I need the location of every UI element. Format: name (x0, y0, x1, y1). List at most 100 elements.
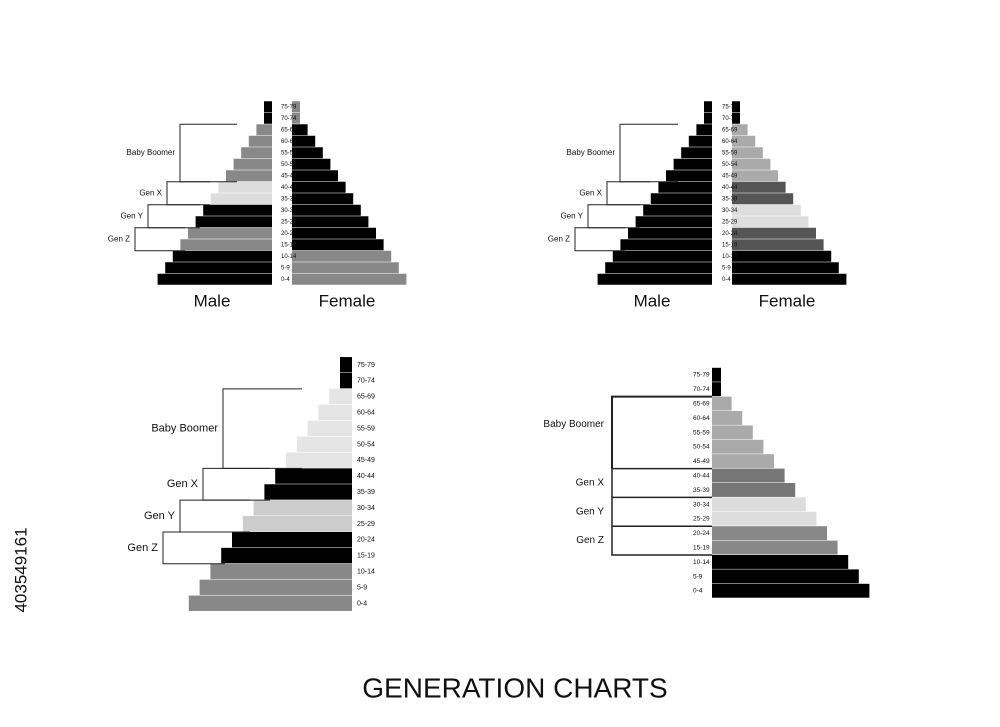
age-label: 15-19 (722, 243, 738, 249)
bar-male (264, 484, 352, 500)
age-label: 70-74 (693, 386, 710, 393)
age-label: 15-19 (281, 243, 297, 249)
bar-male (340, 357, 352, 373)
bar-male (318, 404, 352, 421)
age-label: 50-54 (693, 444, 710, 451)
bar-male (673, 158, 712, 170)
age-label: 5-9 (281, 266, 290, 272)
bracket (611, 467, 712, 498)
bar-male (666, 170, 712, 182)
age-label: 10-14 (722, 254, 738, 260)
age-label: 40-44 (722, 185, 738, 191)
bar-female (292, 112, 300, 124)
bar-female (712, 425, 753, 440)
age-label: 40-44 (693, 473, 710, 480)
age-label: 30-34 (693, 501, 710, 508)
age-label: 45-49 (693, 458, 710, 465)
bar-male (203, 204, 272, 216)
bar-male (681, 147, 712, 159)
bar-female (732, 193, 794, 205)
generation-label: Baby Boomer (151, 423, 218, 435)
bar-female (712, 569, 859, 584)
bar-male (233, 158, 272, 170)
age-label: 35-39 (281, 197, 297, 203)
bar-female (292, 204, 361, 216)
age-label: 20-24 (722, 231, 738, 237)
age-label: 50-54 (722, 162, 738, 168)
bar-female (712, 497, 806, 512)
generation-label: Gen Z (108, 234, 130, 243)
bar-female (732, 124, 748, 136)
age-label: 40-44 (357, 473, 375, 480)
bracket (587, 204, 640, 229)
bar-female (292, 181, 346, 193)
bar-male (242, 516, 352, 532)
bar-female (712, 411, 743, 425)
age-label: 30-34 (357, 505, 375, 512)
bar-male (307, 420, 352, 437)
age-label: 25-29 (722, 220, 738, 226)
bar-female (712, 439, 764, 454)
generation-label: Baby Boomer (567, 148, 616, 157)
age-label: 60-64 (357, 410, 375, 417)
page-title: GENERATION CHARTS (362, 672, 667, 703)
age-label: 60-64 (281, 139, 297, 145)
bar-male (620, 239, 712, 251)
age-label: 65-69 (357, 394, 375, 401)
bar-male (195, 216, 272, 228)
age-label: 70-74 (357, 378, 375, 385)
bar-female (292, 170, 338, 182)
age-label: 65-69 (722, 128, 738, 134)
age-label: 55-59 (357, 425, 375, 432)
bracket (134, 227, 185, 252)
bar-female (292, 147, 323, 159)
bar-male (650, 193, 712, 205)
age-label: 25-29 (357, 521, 375, 528)
bar-female (292, 250, 392, 262)
age-label: 55-59 (722, 151, 738, 157)
bar-female (292, 273, 407, 285)
bar-male (210, 193, 272, 205)
age-label: 10-14 (693, 559, 710, 566)
age-label: 20-24 (357, 537, 375, 544)
age-label: 75-79 (281, 105, 297, 111)
age-label: 35-39 (722, 197, 738, 203)
bar-male (264, 112, 272, 124)
bar-male (635, 216, 712, 228)
bar-male (199, 579, 352, 596)
bracket (611, 496, 712, 527)
bracket (147, 204, 200, 229)
bar-female (732, 239, 824, 251)
age-label: 45-49 (281, 174, 297, 180)
bar-female (292, 262, 399, 274)
bracket (179, 499, 250, 533)
generation-label: Baby Boomer (543, 419, 604, 430)
bar-female (732, 101, 740, 113)
generation-label: Gen Z (548, 234, 570, 243)
bar-female (292, 135, 316, 147)
generation-label: Gen X (139, 188, 162, 197)
bar-female (712, 483, 796, 497)
bracket (606, 181, 650, 206)
bar-female (712, 454, 774, 469)
bar-male (275, 468, 352, 484)
bar-male (628, 227, 712, 239)
bar-male (286, 452, 352, 468)
generation-label: Gen Z (576, 535, 604, 546)
bar-male (226, 170, 272, 182)
bracket (162, 531, 225, 565)
bar-female (732, 170, 778, 182)
sex-label: Female (319, 291, 376, 310)
age-label: 35-39 (357, 489, 375, 496)
bar-male (180, 239, 272, 251)
generation-label: Gen Z (127, 542, 158, 554)
age-label: 55-59 (693, 429, 710, 436)
age-label: 0-4 (693, 588, 703, 595)
age-label: 65-69 (281, 128, 297, 134)
age-label: 30-34 (722, 208, 738, 214)
bar-female (732, 216, 809, 228)
bar-male (232, 531, 352, 548)
bar-female (732, 135, 756, 147)
bar-female (732, 147, 763, 159)
bracket (611, 395, 712, 469)
